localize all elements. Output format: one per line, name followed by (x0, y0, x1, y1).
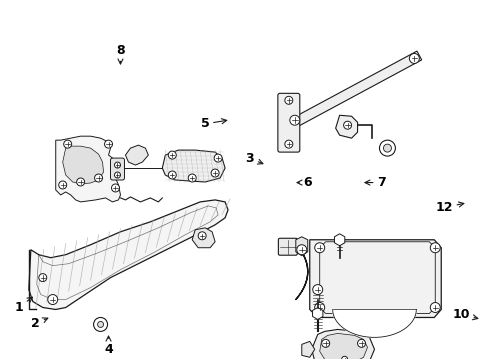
Polygon shape (312, 307, 322, 319)
Polygon shape (309, 240, 440, 318)
Circle shape (314, 302, 324, 312)
Polygon shape (192, 228, 215, 248)
Circle shape (59, 181, 66, 189)
Text: 15: 15 (0, 359, 1, 360)
Circle shape (114, 172, 120, 178)
Circle shape (321, 339, 329, 347)
Circle shape (379, 140, 395, 156)
FancyBboxPatch shape (110, 158, 124, 180)
Circle shape (383, 144, 390, 152)
Text: 11: 11 (0, 359, 1, 360)
Circle shape (408, 54, 419, 63)
Circle shape (429, 243, 439, 253)
Text: 12: 12 (435, 201, 463, 214)
Text: 7: 7 (364, 176, 385, 189)
Polygon shape (287, 51, 421, 130)
Polygon shape (334, 234, 344, 246)
Circle shape (168, 171, 176, 179)
Polygon shape (332, 310, 415, 337)
Circle shape (343, 121, 351, 129)
Circle shape (94, 174, 102, 182)
Circle shape (98, 321, 103, 328)
Circle shape (77, 178, 84, 186)
Circle shape (285, 140, 292, 148)
Circle shape (188, 174, 196, 182)
Polygon shape (125, 145, 148, 165)
Text: 10: 10 (451, 308, 477, 321)
Circle shape (357, 339, 365, 347)
Circle shape (63, 140, 72, 148)
Circle shape (114, 162, 120, 168)
Circle shape (429, 302, 439, 312)
Circle shape (39, 274, 47, 282)
Text: 6: 6 (296, 176, 311, 189)
Circle shape (93, 318, 107, 332)
Polygon shape (56, 136, 120, 202)
Circle shape (111, 184, 119, 192)
Polygon shape (295, 237, 307, 256)
Circle shape (104, 140, 112, 148)
Circle shape (214, 154, 222, 162)
Polygon shape (301, 341, 314, 357)
Circle shape (296, 245, 306, 255)
Polygon shape (162, 150, 224, 182)
Text: 1: 1 (15, 297, 32, 314)
Circle shape (341, 356, 347, 360)
Text: 14: 14 (0, 359, 1, 360)
FancyBboxPatch shape (278, 238, 297, 255)
Circle shape (168, 151, 176, 159)
Circle shape (312, 285, 322, 294)
Text: 5: 5 (201, 117, 226, 130)
Text: 9: 9 (0, 359, 1, 360)
Polygon shape (335, 115, 357, 138)
Circle shape (289, 115, 299, 125)
Circle shape (211, 169, 219, 177)
Circle shape (48, 294, 58, 305)
Text: 3: 3 (245, 152, 263, 165)
Polygon shape (319, 333, 367, 360)
Circle shape (285, 96, 292, 104)
Text: 8: 8 (116, 44, 124, 64)
Polygon shape (311, 329, 374, 360)
Circle shape (314, 243, 324, 253)
Text: 16: 16 (0, 359, 1, 360)
Polygon shape (29, 200, 227, 310)
Polygon shape (62, 146, 103, 184)
FancyBboxPatch shape (277, 93, 299, 152)
Text: 4: 4 (104, 336, 113, 356)
Text: 13: 13 (0, 359, 1, 360)
Text: 2: 2 (31, 317, 48, 330)
Circle shape (198, 232, 206, 240)
